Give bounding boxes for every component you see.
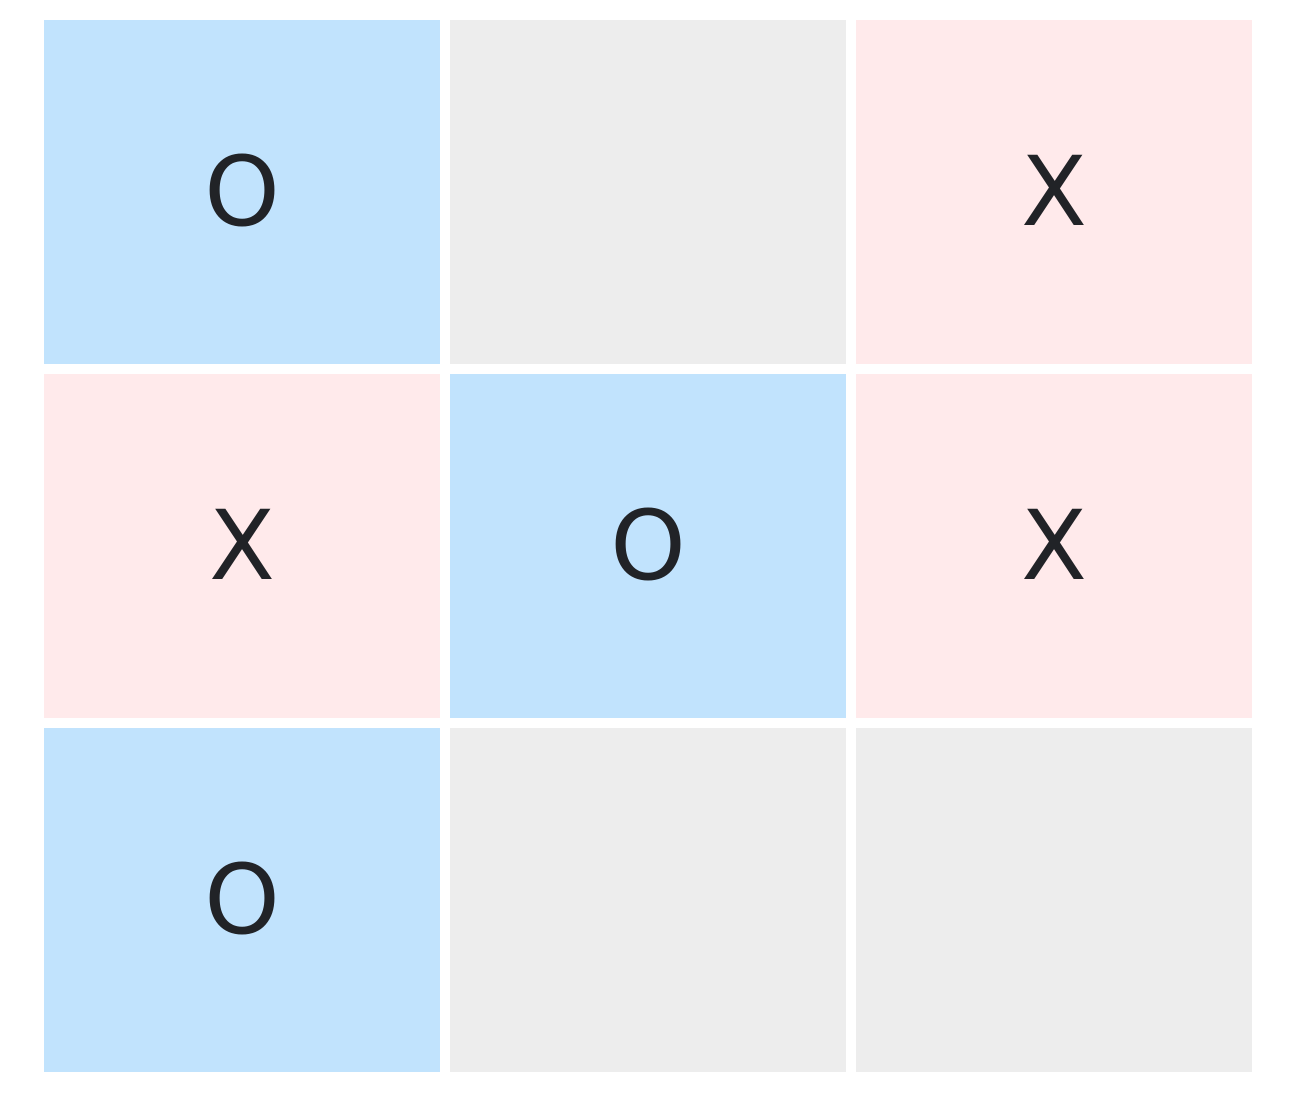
board-cell-r2-c1[interactable]: X xyxy=(44,374,440,718)
board-cell-r3-c1[interactable]: O xyxy=(44,728,440,1072)
cell-mark: O xyxy=(610,490,686,602)
board-cell-r3-c2[interactable] xyxy=(450,728,846,1072)
board-cell-r1-c2[interactable] xyxy=(450,20,846,364)
cell-mark: X xyxy=(209,490,275,602)
board-cell-r2-c3[interactable]: X xyxy=(856,374,1252,718)
board-cell-r1-c1[interactable]: O xyxy=(44,20,440,364)
board-cell-r3-c3[interactable] xyxy=(856,728,1252,1072)
cell-mark: X xyxy=(1021,136,1087,248)
cell-mark: O xyxy=(204,844,280,956)
board-cell-r2-c2[interactable]: O xyxy=(450,374,846,718)
board-cell-r1-c3[interactable]: X xyxy=(856,20,1252,364)
tic-tac-toe-board: O X X O X O xyxy=(44,20,1252,1072)
cell-mark: O xyxy=(204,136,280,248)
cell-mark: X xyxy=(1021,490,1087,602)
